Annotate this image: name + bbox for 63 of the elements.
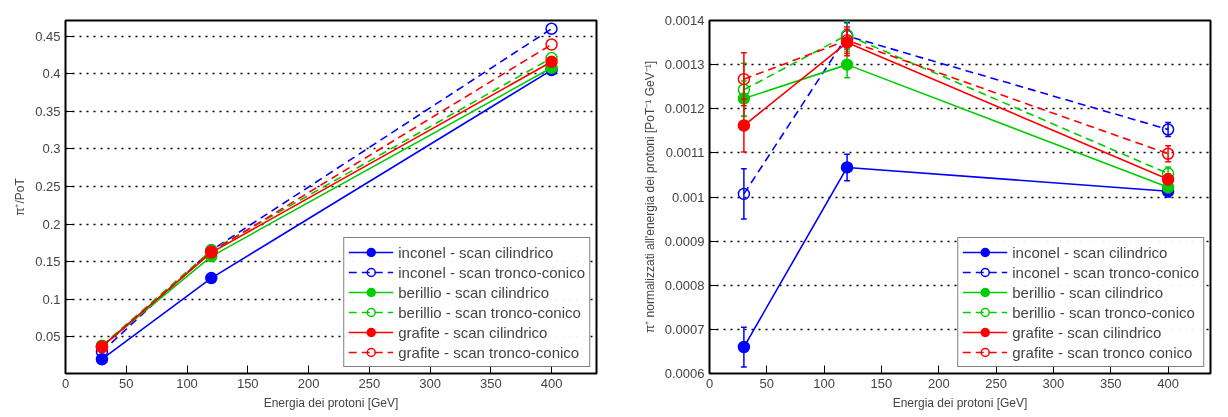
x-tick-label: 100 <box>813 375 835 391</box>
point <box>205 271 218 285</box>
legend-label: grafite - scan tronco conico <box>1012 343 1193 361</box>
x-tick-label: 400 <box>1157 375 1179 391</box>
y-tick-label: 0.0007 <box>664 321 705 337</box>
point <box>737 72 751 86</box>
x-tick-label: 200 <box>927 375 950 391</box>
x-tick-label: 400 <box>540 375 563 391</box>
x-tick-label: 0 <box>61 375 70 391</box>
point <box>545 55 558 69</box>
y-axis-title: π⁺ normalizzati all'energia dei protoni [PoT⁻¹ GeV⁻¹] <box>642 60 657 334</box>
y-tick-label: 0.001 <box>671 189 705 205</box>
legend-label: inconel - scan tronco-conico <box>398 263 585 281</box>
y-tick-label: 0.0012 <box>664 101 705 117</box>
legend-label: grafite - scan cilindrico <box>1012 323 1162 341</box>
point <box>545 38 558 51</box>
y-tick-label: 0.45 <box>35 28 61 44</box>
y-tick-label: 0.4 <box>42 66 61 82</box>
point <box>840 161 854 174</box>
legend-label: berillio - scan cilindrico <box>398 283 550 301</box>
point <box>840 58 854 71</box>
x-tick-label: 350 <box>479 375 502 391</box>
x-tick-label: 50 <box>119 375 134 391</box>
legend-label: berillio - scan tronco-conico <box>1012 303 1195 321</box>
y-tick-label: 0.0011 <box>665 145 705 161</box>
legend-label: berillio - scan cilindrico <box>1012 283 1164 301</box>
legend-label: inconel - scan cilindrico <box>1012 243 1168 261</box>
x-axis-title: Energia dei protoni [GeV] <box>263 395 399 410</box>
legend-label: grafite - scan cilindrico <box>398 323 548 341</box>
x-tick-label: 200 <box>297 375 320 391</box>
point <box>737 83 751 97</box>
x-tick-label: 350 <box>1099 375 1122 391</box>
y-tick-label: 0.15 <box>35 254 61 270</box>
x-tick-label: 50 <box>759 375 775 391</box>
x-tick-label: 150 <box>236 375 259 391</box>
y-tick-label: 0.0009 <box>664 233 705 249</box>
point <box>737 119 751 132</box>
y-axis-title: π⁺/PoT <box>13 177 28 216</box>
point <box>737 340 751 354</box>
y-tick-label: 0.3 <box>42 141 61 157</box>
x-axis-title: Energia dei protoni [GeV] <box>892 395 1028 410</box>
y-tick-label: 0.05 <box>35 329 61 345</box>
legend-label: grafite - scan tronco-conico <box>398 343 580 361</box>
y-tick-label: 0.35 <box>35 103 61 119</box>
x-tick-label: 250 <box>358 375 381 391</box>
y-tick-label: 0.1 <box>42 291 61 307</box>
y-tick-label: 0.2 <box>42 216 61 232</box>
y-tick-label: 0.0006 <box>664 366 705 381</box>
legend-label: inconel - scan cilindrico <box>398 243 554 261</box>
x-tick-label: 250 <box>985 375 1007 391</box>
x-tick-label: 300 <box>1042 375 1065 391</box>
y-tick-label: 0.0008 <box>664 277 705 293</box>
point <box>545 22 558 35</box>
legend-label: berillio - scan tronco-conico <box>398 303 581 321</box>
point <box>737 187 751 201</box>
y-tick-label: 0.0014 <box>664 13 705 28</box>
y-tick-label: 0.25 <box>35 178 61 194</box>
x-tick-label: 300 <box>419 375 441 391</box>
x-tick-label: 150 <box>870 375 893 391</box>
y-tick-label: 0.0013 <box>664 57 705 73</box>
x-tick-label: 0 <box>705 375 714 391</box>
x-tick-label: 100 <box>176 375 198 391</box>
legend-label: inconel - scan tronco-conico <box>1012 263 1199 281</box>
